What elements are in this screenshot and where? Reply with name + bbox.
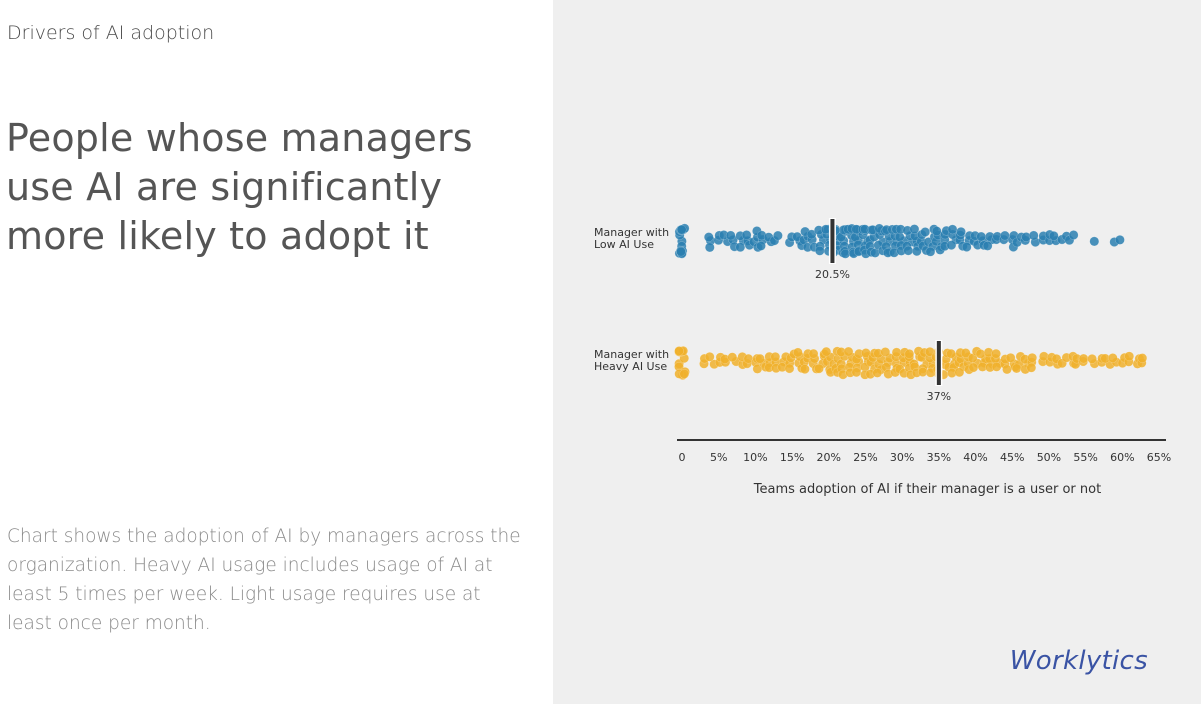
data-point [909, 224, 920, 234]
data-point [756, 241, 766, 251]
data-point [920, 227, 931, 237]
data-point [1137, 353, 1148, 363]
data-point [991, 361, 1002, 372]
data-point [911, 246, 922, 257]
left-panel: Drivers of AI adoption People whose mana… [0, 0, 553, 704]
data-point [784, 363, 795, 374]
data-point [821, 346, 832, 357]
data-point [1107, 353, 1118, 363]
data-point [806, 229, 817, 240]
row-label-0-1: Low AI Use [594, 238, 654, 251]
x-tick-label: 60% [1110, 451, 1134, 464]
row-label-0-0: Manager with [594, 226, 669, 239]
x-tick-label: 25% [853, 451, 877, 464]
x-tick-label: 5% [710, 451, 727, 464]
data-point [676, 246, 686, 257]
x-tick-label: 45% [1000, 451, 1024, 464]
data-point [982, 241, 993, 251]
data-point [727, 352, 738, 363]
data-point [976, 231, 987, 242]
data-point [800, 364, 810, 374]
data-point [1089, 236, 1100, 247]
data-point [814, 363, 824, 374]
median-label-1: 37% [927, 390, 951, 403]
data-point [679, 369, 690, 379]
data-point [674, 346, 684, 356]
data-point [735, 242, 746, 253]
median-marker-0 [830, 219, 835, 263]
data-point [954, 367, 965, 378]
data-point [946, 348, 956, 359]
data-point [741, 230, 752, 240]
data-point [851, 367, 862, 378]
row-label-1-0: Manager with [594, 348, 669, 361]
x-tick-label: 35% [927, 451, 951, 464]
data-point [1068, 230, 1079, 240]
x-tick-label: 15% [780, 451, 804, 464]
data-point [960, 348, 971, 358]
data-point [1124, 351, 1135, 362]
data-point [808, 348, 819, 359]
data-point [904, 349, 915, 359]
x-tick-label: 65% [1147, 451, 1171, 464]
data-point [843, 346, 854, 357]
data-point [704, 351, 715, 362]
worklytics-logo: Worklytics [1009, 646, 1148, 676]
data-point [725, 230, 736, 241]
median-marker-1 [936, 341, 941, 385]
x-tick-label: 40% [963, 451, 987, 464]
x-tick-label: 50% [1037, 451, 1061, 464]
x-tick-label: 30% [890, 451, 914, 464]
page-headline: People whose managers use AI are signifi… [6, 116, 473, 258]
data-point [872, 368, 883, 378]
data-point [947, 224, 958, 235]
x-tick-label: 0 [679, 451, 686, 464]
data-point [991, 348, 1001, 359]
chart-description: Chart shows the adoption of AI by manage… [7, 526, 521, 634]
chart-panel: Manager with Low AI Use 20.5% Manager with H… [553, 0, 1201, 704]
data-point [925, 246, 936, 257]
data-point [880, 347, 891, 357]
data-point [1048, 231, 1059, 241]
data-point [946, 240, 957, 250]
data-point [1028, 230, 1039, 241]
section-kicker: Drivers of AI adoption [7, 22, 215, 44]
data-point [755, 353, 765, 364]
data-point [931, 226, 942, 236]
data-point [770, 351, 781, 362]
data-point [773, 230, 783, 241]
data-point [1087, 354, 1097, 364]
median-label-0: 20.5% [815, 268, 850, 281]
data-point [1027, 352, 1038, 363]
data-point [704, 242, 715, 253]
data-point [1115, 235, 1125, 245]
data-point [1026, 362, 1037, 373]
data-point [1005, 352, 1016, 363]
x-tick-label: 10% [743, 451, 767, 464]
data-point [968, 362, 979, 373]
data-point [676, 224, 687, 235]
row-label-1-1: Heavy AI Use [594, 360, 667, 373]
data-point [814, 245, 825, 256]
data-point [793, 347, 803, 358]
x-tick-label: 55% [1073, 451, 1097, 464]
x-tick-label: 20% [817, 451, 841, 464]
data-point [961, 242, 972, 252]
data-point [956, 226, 966, 237]
data-point [903, 245, 914, 256]
x-axis-title: Teams adoption of AI if their manager is… [753, 482, 1101, 497]
data-point [975, 349, 986, 359]
data-point [1078, 353, 1089, 364]
data-point [1011, 363, 1022, 374]
data-point [703, 232, 714, 242]
